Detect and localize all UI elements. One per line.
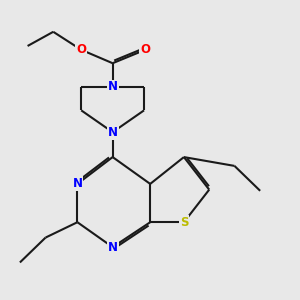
Text: N: N bbox=[108, 126, 118, 139]
Text: N: N bbox=[108, 80, 118, 94]
Text: O: O bbox=[76, 43, 86, 56]
Text: N: N bbox=[72, 177, 82, 190]
Text: N: N bbox=[108, 241, 118, 254]
Text: S: S bbox=[180, 216, 188, 229]
Text: O: O bbox=[140, 43, 150, 56]
